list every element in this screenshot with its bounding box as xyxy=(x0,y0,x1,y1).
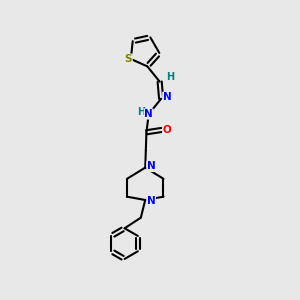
Text: N: N xyxy=(147,196,155,206)
Text: N: N xyxy=(147,161,155,171)
Text: N: N xyxy=(144,109,153,119)
Text: S: S xyxy=(125,54,132,64)
Text: N: N xyxy=(163,92,171,102)
Text: H: H xyxy=(166,72,174,82)
Text: O: O xyxy=(163,125,171,135)
Text: H: H xyxy=(137,107,146,117)
